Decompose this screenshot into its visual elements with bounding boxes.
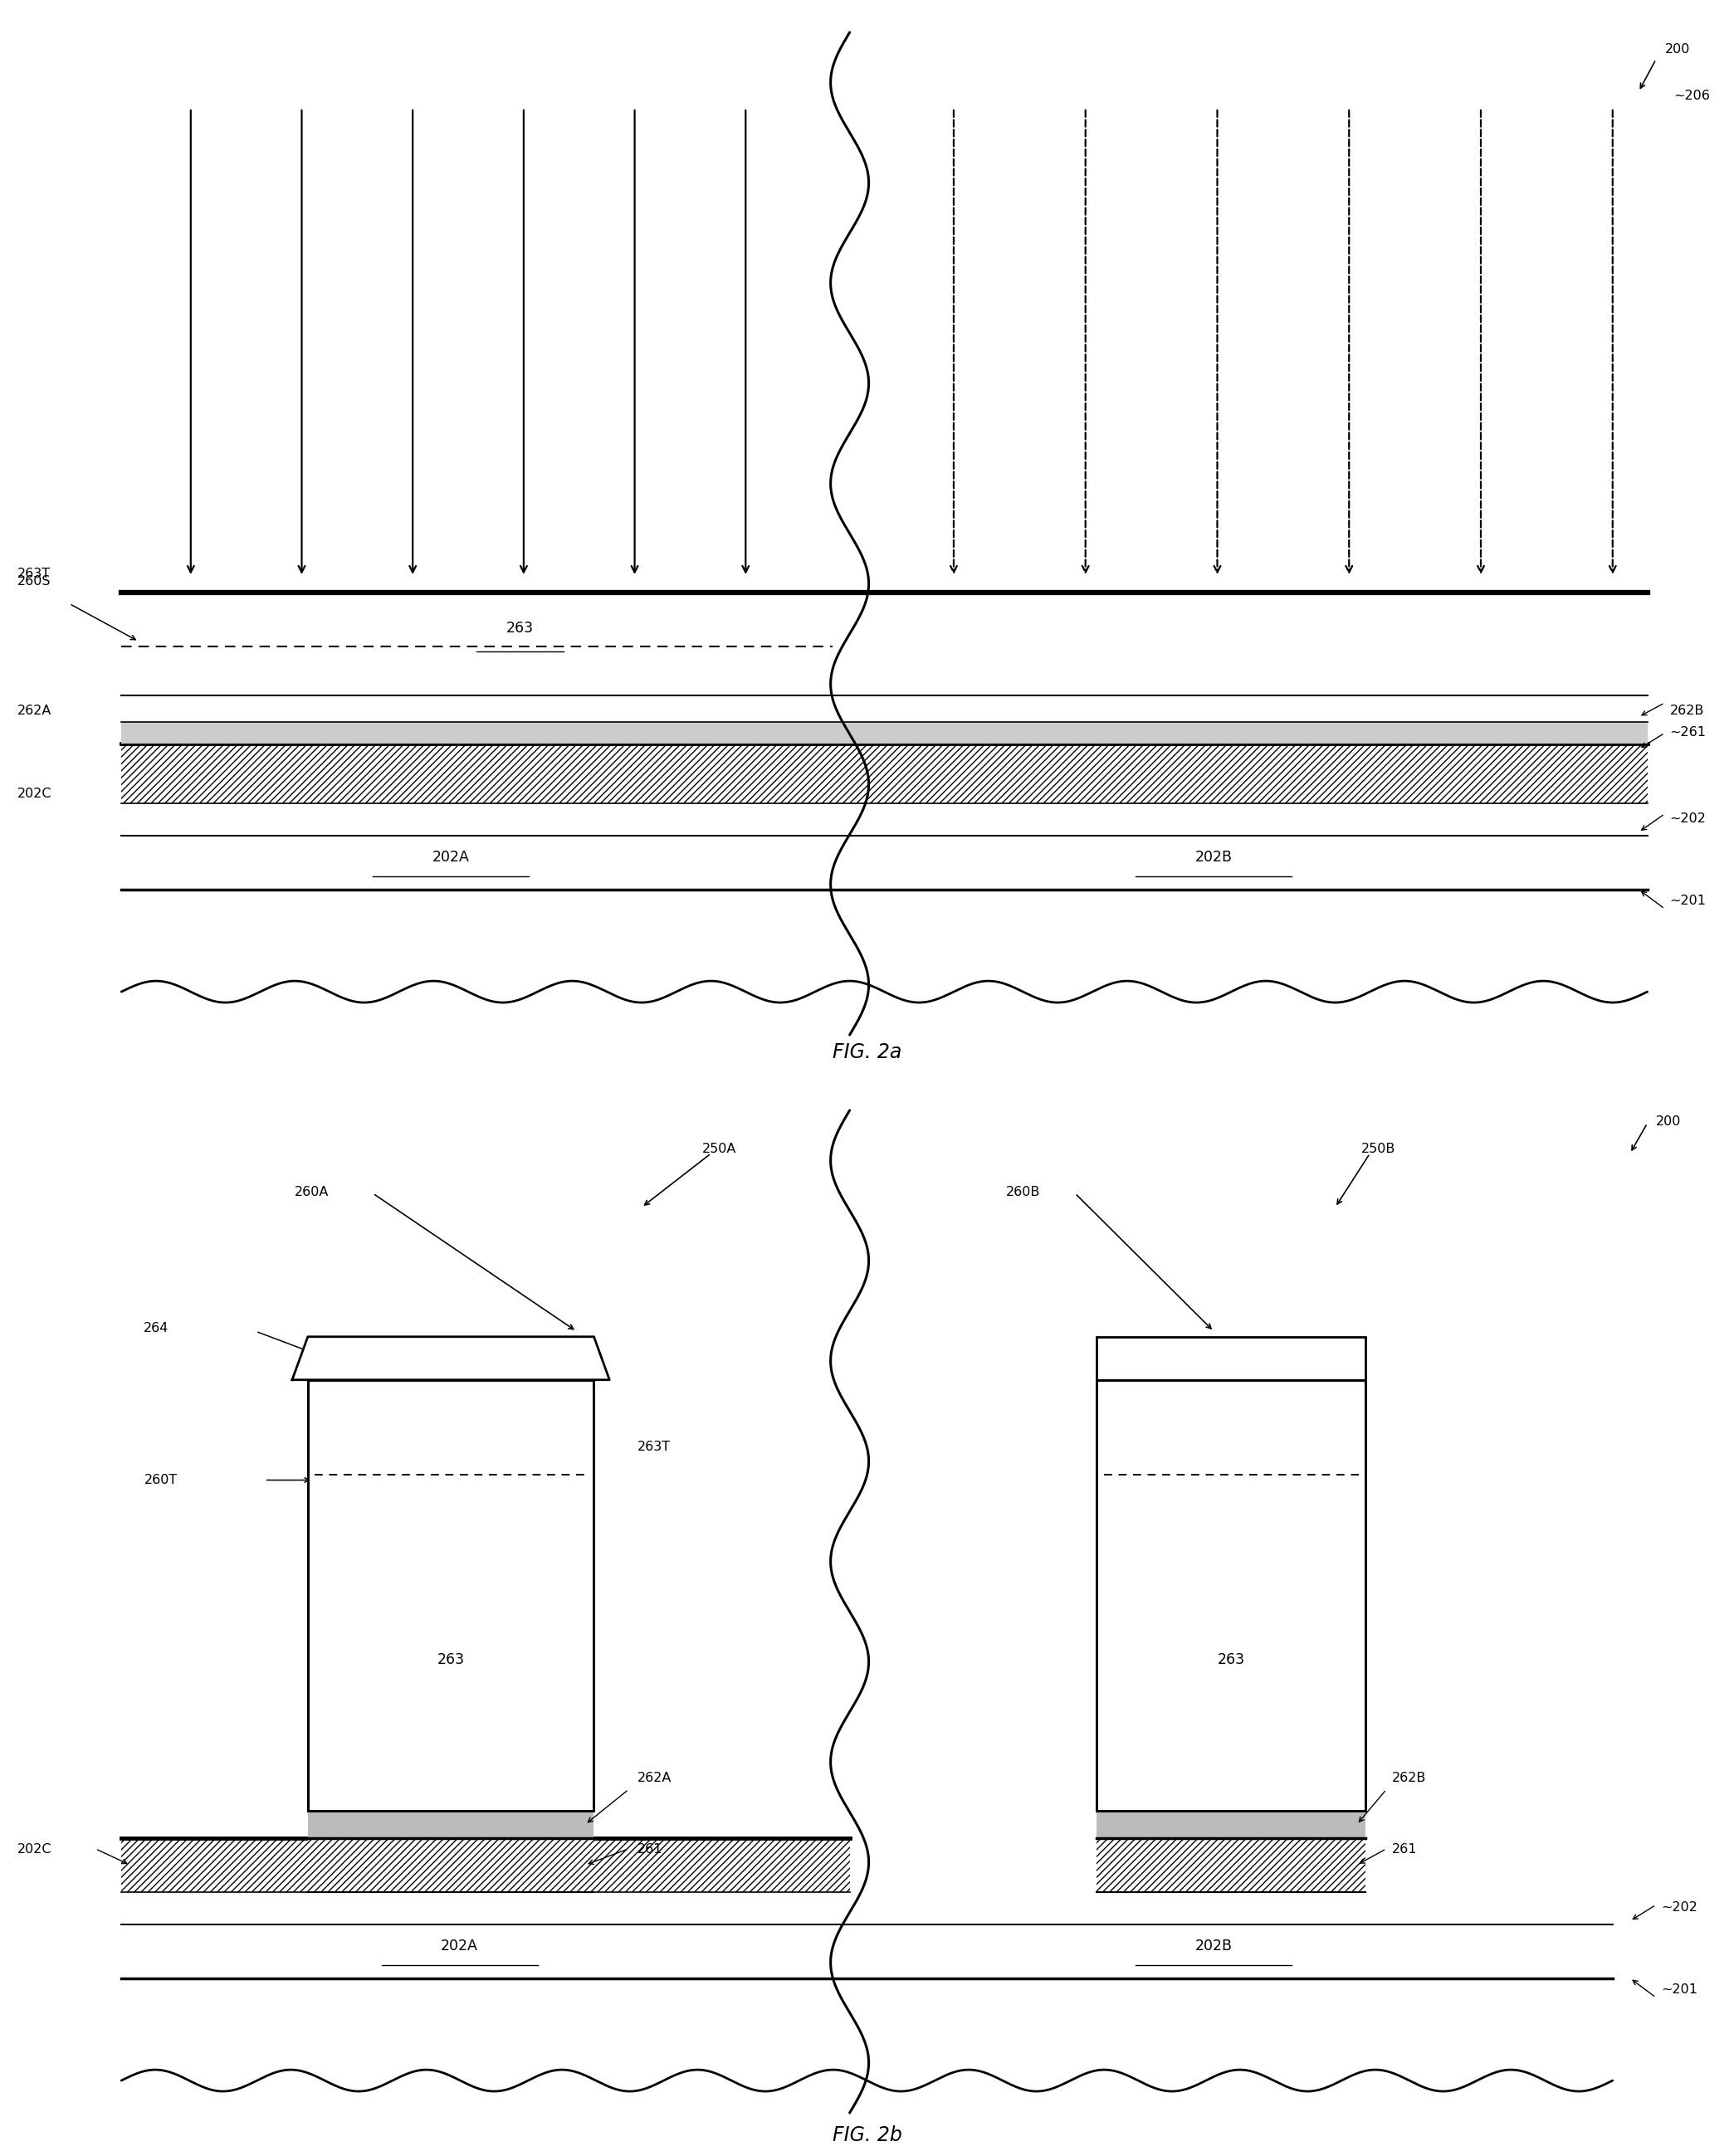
Bar bbox=[121, 722, 1647, 744]
Bar bbox=[1096, 1811, 1366, 1837]
Text: 260A: 260A bbox=[295, 1186, 329, 1199]
Bar bbox=[1096, 1380, 1366, 1811]
Text: FIG. 2a: FIG. 2a bbox=[832, 1041, 902, 1063]
Bar bbox=[1096, 1337, 1366, 1380]
Bar bbox=[309, 1380, 593, 1811]
Text: 261: 261 bbox=[1391, 1843, 1417, 1856]
Text: ~202: ~202 bbox=[1670, 813, 1706, 824]
Text: 250A: 250A bbox=[702, 1143, 737, 1156]
Text: 261: 261 bbox=[638, 1843, 662, 1856]
Text: 202A: 202A bbox=[432, 849, 470, 865]
Text: ~261: ~261 bbox=[1670, 727, 1706, 737]
Text: ~202: ~202 bbox=[1661, 1902, 1698, 1915]
Text: 263: 263 bbox=[1217, 1651, 1245, 1667]
Text: 250B: 250B bbox=[1361, 1143, 1396, 1156]
Text: ~206: ~206 bbox=[1673, 91, 1710, 101]
Text: 260B: 260B bbox=[1006, 1186, 1040, 1199]
Text: 263: 263 bbox=[506, 621, 534, 636]
Text: 264: 264 bbox=[144, 1322, 168, 1335]
Text: 260T: 260T bbox=[144, 1475, 177, 1485]
Polygon shape bbox=[291, 1337, 610, 1380]
Text: 262A: 262A bbox=[17, 705, 52, 716]
Text: 200: 200 bbox=[1665, 43, 1691, 56]
Bar bbox=[121, 1837, 850, 1893]
Text: 202C: 202C bbox=[17, 1843, 52, 1856]
Text: ~201: ~201 bbox=[1670, 895, 1706, 908]
Text: FIG. 2b: FIG. 2b bbox=[832, 2126, 902, 2145]
Bar bbox=[309, 1811, 593, 1837]
Text: 263: 263 bbox=[437, 1651, 465, 1667]
Bar bbox=[1096, 1837, 1366, 1893]
Text: 202B: 202B bbox=[1195, 849, 1233, 865]
Bar bbox=[121, 744, 1647, 804]
Text: 260S: 260S bbox=[17, 576, 50, 586]
Text: 202C: 202C bbox=[17, 787, 52, 800]
Text: 202A: 202A bbox=[440, 1938, 479, 1953]
Bar bbox=[309, 1837, 593, 1893]
Text: 262B: 262B bbox=[1670, 705, 1705, 716]
Text: 200: 200 bbox=[1656, 1117, 1682, 1128]
Text: 202B: 202B bbox=[1195, 1938, 1233, 1953]
Text: 263T: 263T bbox=[17, 567, 50, 580]
Bar bbox=[309, 1380, 593, 1811]
Bar bbox=[1096, 1380, 1366, 1811]
Text: ~201: ~201 bbox=[1661, 1984, 1698, 1996]
Text: 262A: 262A bbox=[638, 1772, 671, 1785]
Text: 262B: 262B bbox=[1391, 1772, 1425, 1785]
Text: 263T: 263T bbox=[638, 1440, 671, 1453]
